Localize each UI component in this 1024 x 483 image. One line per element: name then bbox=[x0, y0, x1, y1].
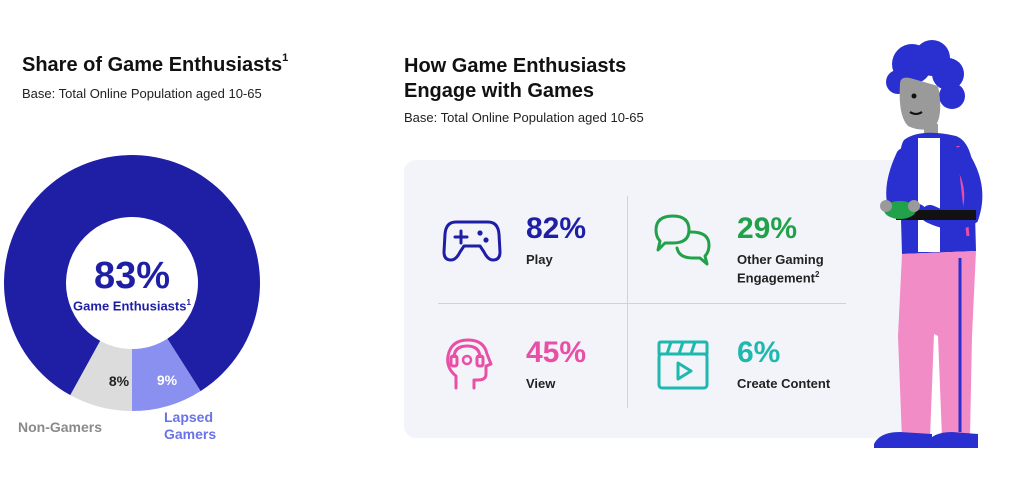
right-title-line1: How Game Enthusiasts bbox=[404, 55, 627, 77]
stat-other-label-footnote: 2 bbox=[815, 270, 820, 279]
stat-create-content: 6% Create Content bbox=[653, 336, 853, 406]
lapsed-label: Lapsed Gamers bbox=[164, 409, 216, 443]
donut-chart: 83% Game Enthusiasts1 8% 9% bbox=[0, 140, 270, 440]
left-title: Share of Game Enthusiasts1 bbox=[22, 52, 289, 77]
gamepad-icon bbox=[442, 220, 502, 262]
nongamers-percentage: 8% bbox=[108, 373, 130, 389]
stat-view-label: View bbox=[526, 376, 556, 391]
donut-slice-game-enthusiasts bbox=[3, 155, 261, 396]
lapsed-label-line2: Gamers bbox=[164, 426, 217, 442]
left-title-text: Share of Game Enthusiasts bbox=[22, 54, 283, 76]
panel-divider-vertical bbox=[627, 196, 628, 408]
right-title: How Game Enthusiasts Engage with Games bbox=[404, 54, 626, 104]
stat-create-label: Create Content bbox=[737, 376, 831, 391]
left-title-footnote: 1 bbox=[282, 52, 289, 65]
lapsed-label-line1: Lapsed bbox=[164, 409, 214, 425]
stat-other-engagement: 29% Other Gaming Engagement2 bbox=[653, 212, 853, 292]
stat-view: 45% View bbox=[442, 336, 622, 406]
donut-svg bbox=[3, 155, 261, 411]
stat-play-percentage: 82% bbox=[526, 212, 587, 245]
chat-bubbles-icon bbox=[654, 214, 711, 266]
nongamers-label: Non-Gamers bbox=[18, 419, 103, 435]
engagement-panel bbox=[404, 160, 904, 438]
center-label-text: Game Enthusiasts bbox=[73, 298, 187, 314]
left-base-text: Base: Total Online Population aged 10-65 bbox=[22, 86, 262, 101]
stat-play-label: Play bbox=[526, 252, 553, 267]
stat-other-label-line2-wrap: Engagement2 bbox=[737, 267, 857, 285]
stat-other-label: Other Gaming Engagement2 bbox=[737, 252, 857, 285]
donut-slice-non-gamers bbox=[70, 340, 132, 411]
donut-slice-lapsed-gamers bbox=[132, 338, 201, 411]
clapperboard-icon bbox=[657, 340, 709, 390]
right-title-line2: Engage with Games bbox=[404, 80, 595, 102]
stat-other-label-line2: Engagement bbox=[737, 270, 816, 286]
panel-divider-horizontal bbox=[438, 303, 846, 304]
stat-other-percentage: 29% bbox=[737, 212, 798, 245]
stat-play: 82% Play bbox=[442, 212, 622, 282]
stat-view-percentage: 45% bbox=[526, 336, 587, 369]
center-percentage: 83% bbox=[93, 255, 171, 297]
lapsed-percentage: 9% bbox=[156, 372, 178, 388]
head-headphones-icon bbox=[446, 338, 493, 390]
center-label-footnote: 1 bbox=[186, 298, 191, 307]
center-label: Game Enthusiasts1 bbox=[72, 295, 192, 314]
stat-create-percentage: 6% bbox=[737, 336, 781, 369]
right-base-text: Base: Total Online Population aged 10-65 bbox=[404, 110, 644, 125]
gamer-person-illustration bbox=[874, 40, 983, 448]
stat-other-label-line1: Other Gaming bbox=[737, 252, 824, 267]
